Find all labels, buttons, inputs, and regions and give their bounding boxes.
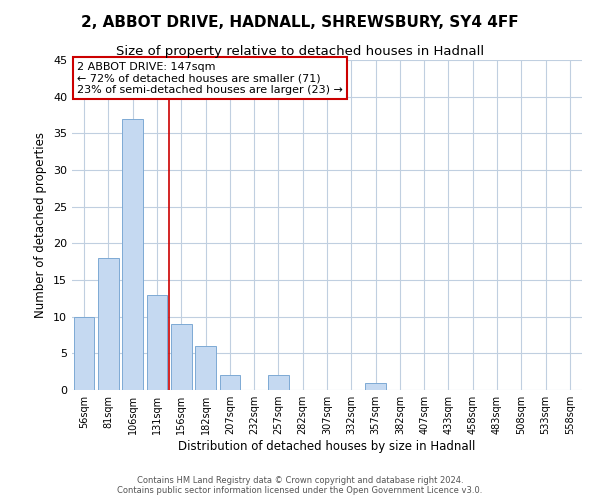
Bar (268, 376, 289, 390)
Text: Contains HM Land Registry data © Crown copyright and database right 2024.
Contai: Contains HM Land Registry data © Crown c… (118, 476, 482, 495)
Bar (98, 258, 119, 390)
Bar (220, 376, 240, 390)
Bar (122, 118, 143, 390)
Y-axis label: Number of detached properties: Number of detached properties (34, 132, 47, 318)
Bar (146, 294, 167, 390)
Bar (195, 346, 216, 390)
Text: 2 ABBOT DRIVE: 147sqm
← 72% of detached houses are smaller (71)
23% of semi-deta: 2 ABBOT DRIVE: 147sqm ← 72% of detached … (77, 62, 343, 95)
Text: Size of property relative to detached houses in Hadnall: Size of property relative to detached ho… (116, 45, 484, 58)
X-axis label: Distribution of detached houses by size in Hadnall: Distribution of detached houses by size … (178, 440, 476, 453)
Bar (365, 382, 386, 390)
Bar (74, 316, 94, 390)
Bar (171, 324, 191, 390)
Text: 2, ABBOT DRIVE, HADNALL, SHREWSBURY, SY4 4FF: 2, ABBOT DRIVE, HADNALL, SHREWSBURY, SY4… (81, 15, 519, 30)
